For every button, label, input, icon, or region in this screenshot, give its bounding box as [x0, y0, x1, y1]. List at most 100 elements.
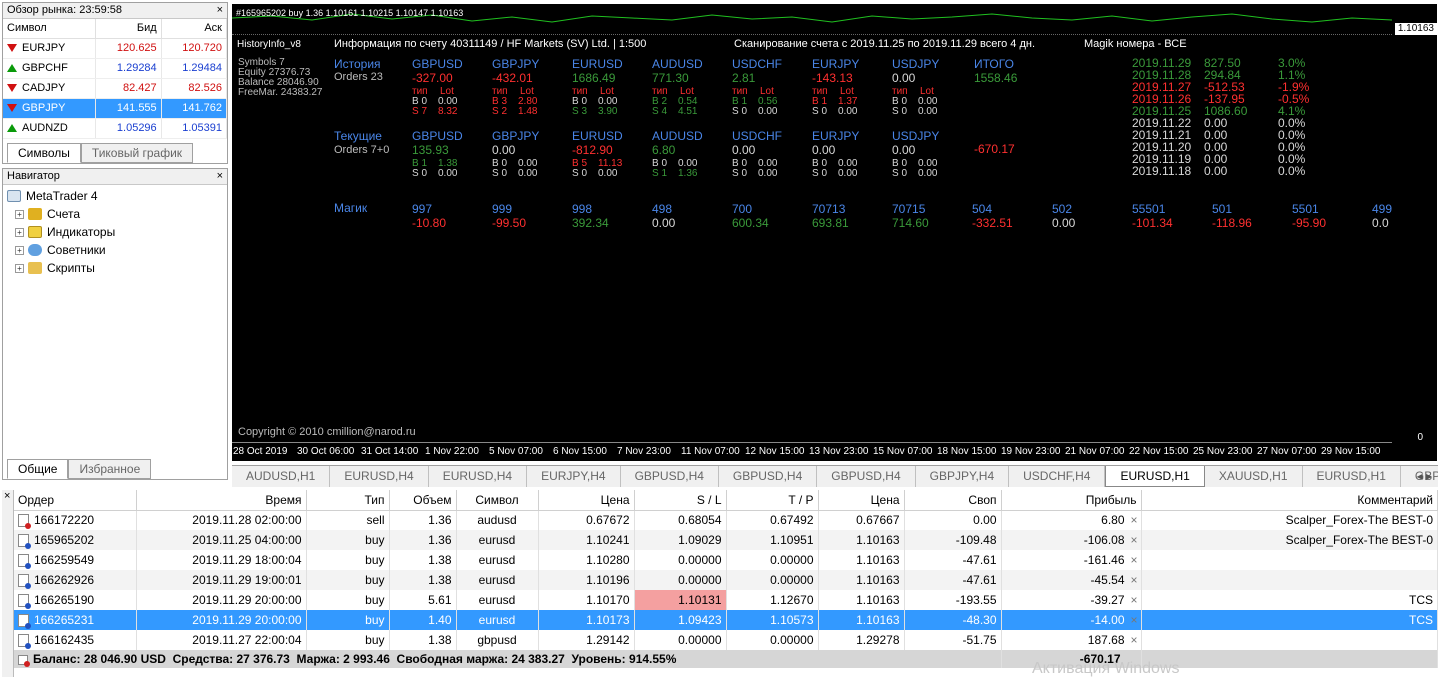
tabs-scroll-icon[interactable]: ◂ ▸	[1416, 469, 1432, 483]
symbol-profit: 0.00	[492, 143, 516, 157]
chart-tab[interactable]: EURUSD,H1	[1105, 466, 1205, 487]
magic-id: 499	[1372, 202, 1393, 216]
order-row[interactable]: 166265231 2019.11.29 20:00:00 buy 1.40 eurus…	[14, 610, 1438, 630]
order-row[interactable]: 166262926 2019.11.29 19:00:01 buy 1.38 eurus…	[14, 570, 1438, 590]
market-watch-row[interactable]: GBPJPY 141.555 141.762	[3, 98, 228, 119]
order-row[interactable]: 166265190 2019.11.29 20:00:00 buy 5.61 eurus…	[14, 590, 1438, 610]
symbol-cell[interactable]: AUDNZD	[3, 118, 97, 139]
chart-tab[interactable]: XAUUSD,H1	[1205, 466, 1303, 487]
buy-lot: 0.00	[598, 96, 618, 107]
orders-col-header[interactable]: Цена	[538, 490, 635, 511]
order-tp-cell: 0.00000	[726, 550, 819, 570]
symbol-cell[interactable]: CADJPY	[3, 78, 97, 99]
navigator-title-bar: Навигатор ×	[3, 169, 227, 185]
col-symbol[interactable]: Символ	[3, 19, 97, 39]
chart-tab[interactable]: USDCHF,H4	[1009, 466, 1106, 487]
symbol-header: EURUSD	[572, 57, 623, 71]
orders-col-header[interactable]: Символ	[456, 490, 539, 511]
chart-tab[interactable]: GBPUSD,H4	[719, 466, 818, 487]
order-time-cell: 2019.11.29 20:00:00	[136, 590, 307, 610]
chart-tab[interactable]: AUDUSD,H1	[232, 466, 331, 487]
close-icon[interactable]: ×	[4, 490, 11, 502]
order-order-cell: 166265190	[14, 590, 137, 610]
market-watch-title-bar: Обзор рынка: 23:59:58 ×	[3, 3, 227, 19]
expand-icon[interactable]: +	[15, 263, 24, 273]
symbol-profit: 0.00	[892, 143, 916, 157]
market-watch-row[interactable]: AUDNZD 1.05296 1.05391	[3, 118, 228, 139]
market-watch-row[interactable]: EURJPY 120.625 120.720	[3, 38, 228, 59]
orders-col-header[interactable]: Время	[136, 490, 307, 511]
chart-tab[interactable]: EURUSD,H4	[429, 466, 528, 487]
order-row[interactable]: 166259549 2019.11.29 18:00:04 buy 1.38 eurus…	[14, 550, 1438, 570]
order-row[interactable]: 166172220 2019.11.28 02:00:00 sell 1.36 audu…	[14, 510, 1438, 530]
chart-tab[interactable]: EURUSD,H1	[1303, 466, 1401, 487]
expand-icon[interactable]: +	[15, 245, 24, 255]
close-order-icon[interactable]: ×	[1130, 553, 1138, 567]
orders-col-header[interactable]: Тип	[306, 490, 390, 511]
expand-icon[interactable]: +	[15, 227, 24, 237]
order-profit-cell: -39.27 ×	[1001, 590, 1142, 610]
chart-tab[interactable]: GBPUSD,H4	[621, 466, 719, 487]
chart-tab[interactable]: GBPUSD,H4	[817, 466, 916, 487]
time-axis-label: 6 Nov 15:00	[553, 446, 607, 457]
tab-common[interactable]: Общие	[7, 459, 69, 479]
orders-col-header[interactable]: T / P	[726, 490, 819, 511]
col-ask[interactable]: Аск	[161, 19, 228, 39]
order-row[interactable]: 166162435 2019.11.27 22:00:04 buy 1.38 gbpus…	[14, 630, 1438, 650]
symbol-cell[interactable]: GBPJPY	[3, 98, 97, 119]
tab-tick-chart[interactable]: Тиковый график	[80, 143, 194, 163]
order-symbol-cell: audusd	[456, 510, 539, 530]
chart-tab[interactable]: GBPUSD,H1	[1401, 466, 1438, 487]
orders-col-header[interactable]: Объем	[389, 490, 457, 511]
symbol-cell[interactable]: GBPCHF	[3, 58, 97, 79]
order-swap-cell: -193.55	[904, 590, 1002, 610]
close-order-icon[interactable]: ×	[1130, 593, 1138, 607]
orders-col-header[interactable]: Цена	[818, 490, 905, 511]
tree-item-experts[interactable]: + Советники	[7, 241, 223, 259]
order-row[interactable]: 165965202 2019.11.25 04:00:00 buy 1.36 eurus…	[14, 530, 1438, 550]
col-bid[interactable]: Бид	[95, 19, 162, 39]
orders-col-header[interactable]: Комментарий	[1141, 490, 1438, 511]
close-icon[interactable]: ×	[216, 4, 223, 16]
sell-lot: 0.00	[598, 168, 618, 179]
buy-count: B 2	[652, 96, 668, 107]
close-order-icon[interactable]: ×	[1130, 633, 1138, 647]
chart-tab[interactable]: EURJPY,H4	[527, 466, 621, 487]
sell-lot: 0.00	[518, 168, 538, 179]
summary-comment	[1141, 650, 1438, 668]
close-order-icon[interactable]: ×	[1130, 513, 1138, 528]
orders-col-header[interactable]: S / L	[634, 490, 727, 511]
symbol-cell[interactable]: EURJPY	[3, 38, 97, 59]
order-cur-cell: 0.67667	[818, 510, 905, 530]
close-order-icon[interactable]: ×	[1130, 533, 1138, 547]
order-sl-cell: 1.09029	[634, 530, 727, 550]
order-number: 166172220	[34, 513, 95, 528]
order-sl-cell: 0.00000	[634, 550, 727, 570]
symbol-profit: -812.90	[572, 143, 613, 157]
chart-window[interactable]: #165965202 buy 1.36 1.10161 1.10215 1.10…	[232, 4, 1437, 461]
close-icon[interactable]: ×	[216, 170, 223, 182]
close-order-icon[interactable]: ×	[1130, 613, 1138, 627]
tree-root[interactable]: MetaTrader 4	[7, 187, 223, 205]
tab-favorites[interactable]: Избранное	[68, 459, 152, 479]
buy-count: B 1	[412, 158, 428, 169]
market-watch-row[interactable]: GBPCHF 1.29284 1.29484	[3, 58, 228, 79]
orders-col-header[interactable]: Прибыль	[1001, 490, 1142, 511]
buy-count: B 0	[652, 158, 668, 169]
close-order-icon[interactable]: ×	[1130, 573, 1138, 587]
market-watch-row[interactable]: CADJPY 82.427 82.526	[3, 78, 228, 99]
tree-item-accounts[interactable]: + Счета	[7, 205, 223, 223]
chart-tab[interactable]: GBPJPY,H4	[916, 466, 1010, 487]
expand-icon[interactable]: +	[15, 209, 24, 219]
time-axis-label: 19 Nov 23:00	[1001, 446, 1061, 457]
orders-col-header[interactable]: Ордер	[14, 490, 137, 511]
symbol-label: GBPJPY	[22, 102, 66, 114]
tree-item-indicators[interactable]: + Индикаторы	[7, 223, 223, 241]
tab-symbols[interactable]: Символы	[7, 143, 81, 163]
indicator-name: HistoryInfo_v8	[237, 39, 301, 50]
orders-col-header[interactable]: Своп	[904, 490, 1002, 511]
tree-item-scripts[interactable]: + Скрипты	[7, 259, 223, 277]
daily-percent: 0.0%	[1278, 164, 1306, 178]
order-comment-cell: TCS	[1141, 610, 1438, 630]
chart-tab[interactable]: EURUSD,H4	[330, 466, 429, 487]
